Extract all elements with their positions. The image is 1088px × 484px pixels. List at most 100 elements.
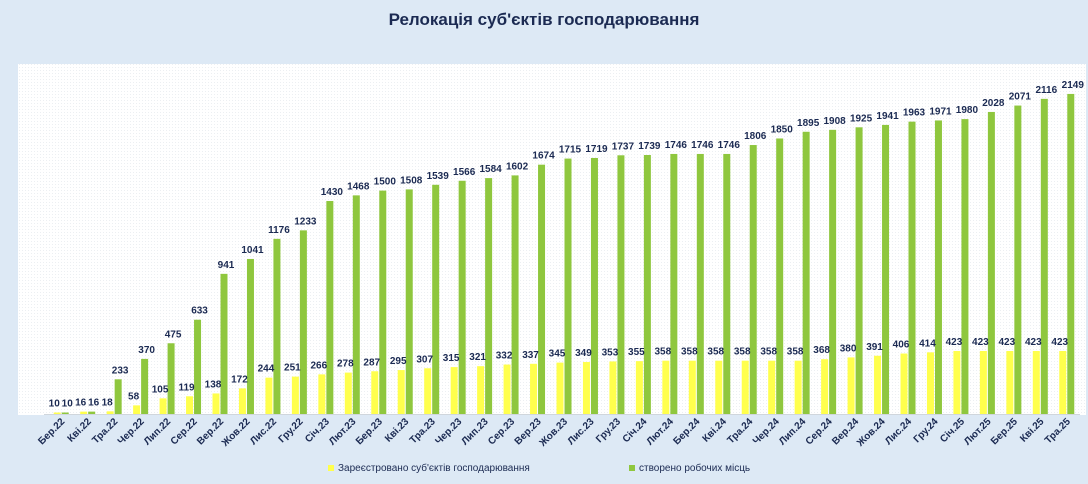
label-registered-6: 138 [205,379,222,390]
bar-jobs-9 [299,230,307,414]
label-jobs-18: 1674 [532,151,555,162]
bar-jobs-19 [564,158,572,414]
label-jobs-8: 1176 [268,225,290,236]
label-registered-31: 391 [866,342,883,353]
label-jobs-2: 233 [112,365,129,376]
bar-registered-23 [662,360,670,414]
bar-jobs-27 [776,138,784,414]
bar-jobs-28 [802,131,810,414]
label-jobs-28: 1895 [797,118,820,129]
label-registered-0: 10 [49,399,61,410]
x-tick-20: Лис.23 [566,416,597,447]
bar-registered-16 [477,366,485,414]
x-tick-24: Бер.24 [671,416,702,447]
label-jobs-13: 1508 [400,175,423,186]
label-registered-22: 355 [628,347,645,358]
x-tick-12: Бер.23 [354,416,385,447]
x-tick-3: Чер.22 [116,416,147,447]
bar-registered-36 [1006,351,1014,414]
bar-registered-26 [741,360,749,414]
bar-jobs-7 [246,258,254,414]
legend-label-jobs: створено робочих місць [639,462,750,474]
bar-registered-22 [635,361,643,414]
bar-registered-21 [609,361,617,414]
legend-label-registered: Зареєстровано суб'єктів господарювання [338,462,530,474]
bar-jobs-1 [88,411,96,414]
bar-registered-11 [344,372,352,414]
bar-registered-6 [212,393,220,414]
label-registered-8: 244 [258,364,275,375]
label-jobs-29: 1908 [823,116,846,127]
label-jobs-30: 1925 [850,113,873,124]
x-tick-33: Гру.24 [912,416,941,445]
label-jobs-26: 1806 [744,131,767,142]
bar-registered-33 [926,352,934,414]
bar-jobs-31 [882,124,890,415]
bar-jobs-17 [511,175,519,414]
label-registered-5: 119 [178,382,195,393]
bar-jobs-2 [114,379,122,414]
label-jobs-15: 1566 [453,167,476,178]
bar-jobs-35 [987,111,995,414]
legend-swatch-registered [328,465,334,471]
label-jobs-19: 1715 [559,145,582,156]
x-tick-14: Тра.23 [408,416,438,446]
label-jobs-0: 10 [62,399,74,410]
bar-registered-32 [900,353,908,414]
bar-jobs-36 [1014,105,1022,414]
label-jobs-14: 1539 [427,171,450,182]
bar-registered-13 [397,370,405,414]
bar-jobs-37 [1040,98,1048,414]
label-registered-15: 315 [443,353,460,364]
bar-registered-5 [186,396,194,414]
bar-jobs-32 [908,121,916,414]
bar-registered-1 [80,411,88,414]
bar-jobs-6 [220,273,228,414]
label-jobs-16: 1584 [479,164,502,175]
x-tick-7: Жов.22 [219,416,253,450]
label-registered-11: 278 [337,359,354,370]
label-registered-29: 368 [813,345,830,356]
label-registered-7: 172 [231,374,248,385]
x-tick-38: Тра.25 [1043,416,1073,446]
label-jobs-6: 941 [218,260,235,271]
x-tick-11: Лют.23 [327,416,359,448]
bar-registered-34 [953,351,961,414]
bar-registered-9 [291,376,299,414]
x-tick-35: Лют.25 [962,416,994,448]
label-jobs-37: 2116 [1035,85,1057,96]
bar-jobs-10 [326,201,334,414]
label-registered-12: 287 [363,357,380,368]
bar-registered-20 [582,362,590,414]
label-registered-4: 105 [152,384,169,395]
label-jobs-27: 1850 [771,124,794,135]
label-registered-30: 380 [840,343,857,354]
label-registered-35: 423 [972,337,989,348]
bar-registered-31 [874,355,882,414]
bar-jobs-8 [273,238,281,414]
bar-jobs-24 [696,153,704,414]
label-jobs-4: 475 [165,329,182,340]
label-registered-32: 406 [893,340,910,351]
label-jobs-31: 1941 [876,111,899,122]
x-tick-15: Чер.23 [433,416,464,447]
label-registered-16: 321 [469,352,486,363]
bar-registered-0 [53,412,61,414]
label-registered-26: 358 [734,347,751,358]
x-tick-2: Тра.22 [90,416,120,446]
bar-jobs-26 [749,145,757,414]
label-jobs-38: 2149 [1062,80,1085,91]
plot-area [18,64,1086,415]
x-tick-32: Лис.24 [883,416,914,447]
bar-jobs-25 [723,153,731,414]
label-jobs-9: 1233 [294,216,317,227]
bar-registered-10 [318,374,326,414]
bar-registered-15 [450,367,458,414]
x-tick-23: Лют.24 [645,416,677,448]
label-jobs-7: 1041 [241,245,264,256]
bar-jobs-29 [829,129,837,415]
label-registered-17: 332 [496,351,513,362]
x-tick-17: Сер.23 [486,416,517,447]
label-jobs-5: 633 [191,306,208,317]
